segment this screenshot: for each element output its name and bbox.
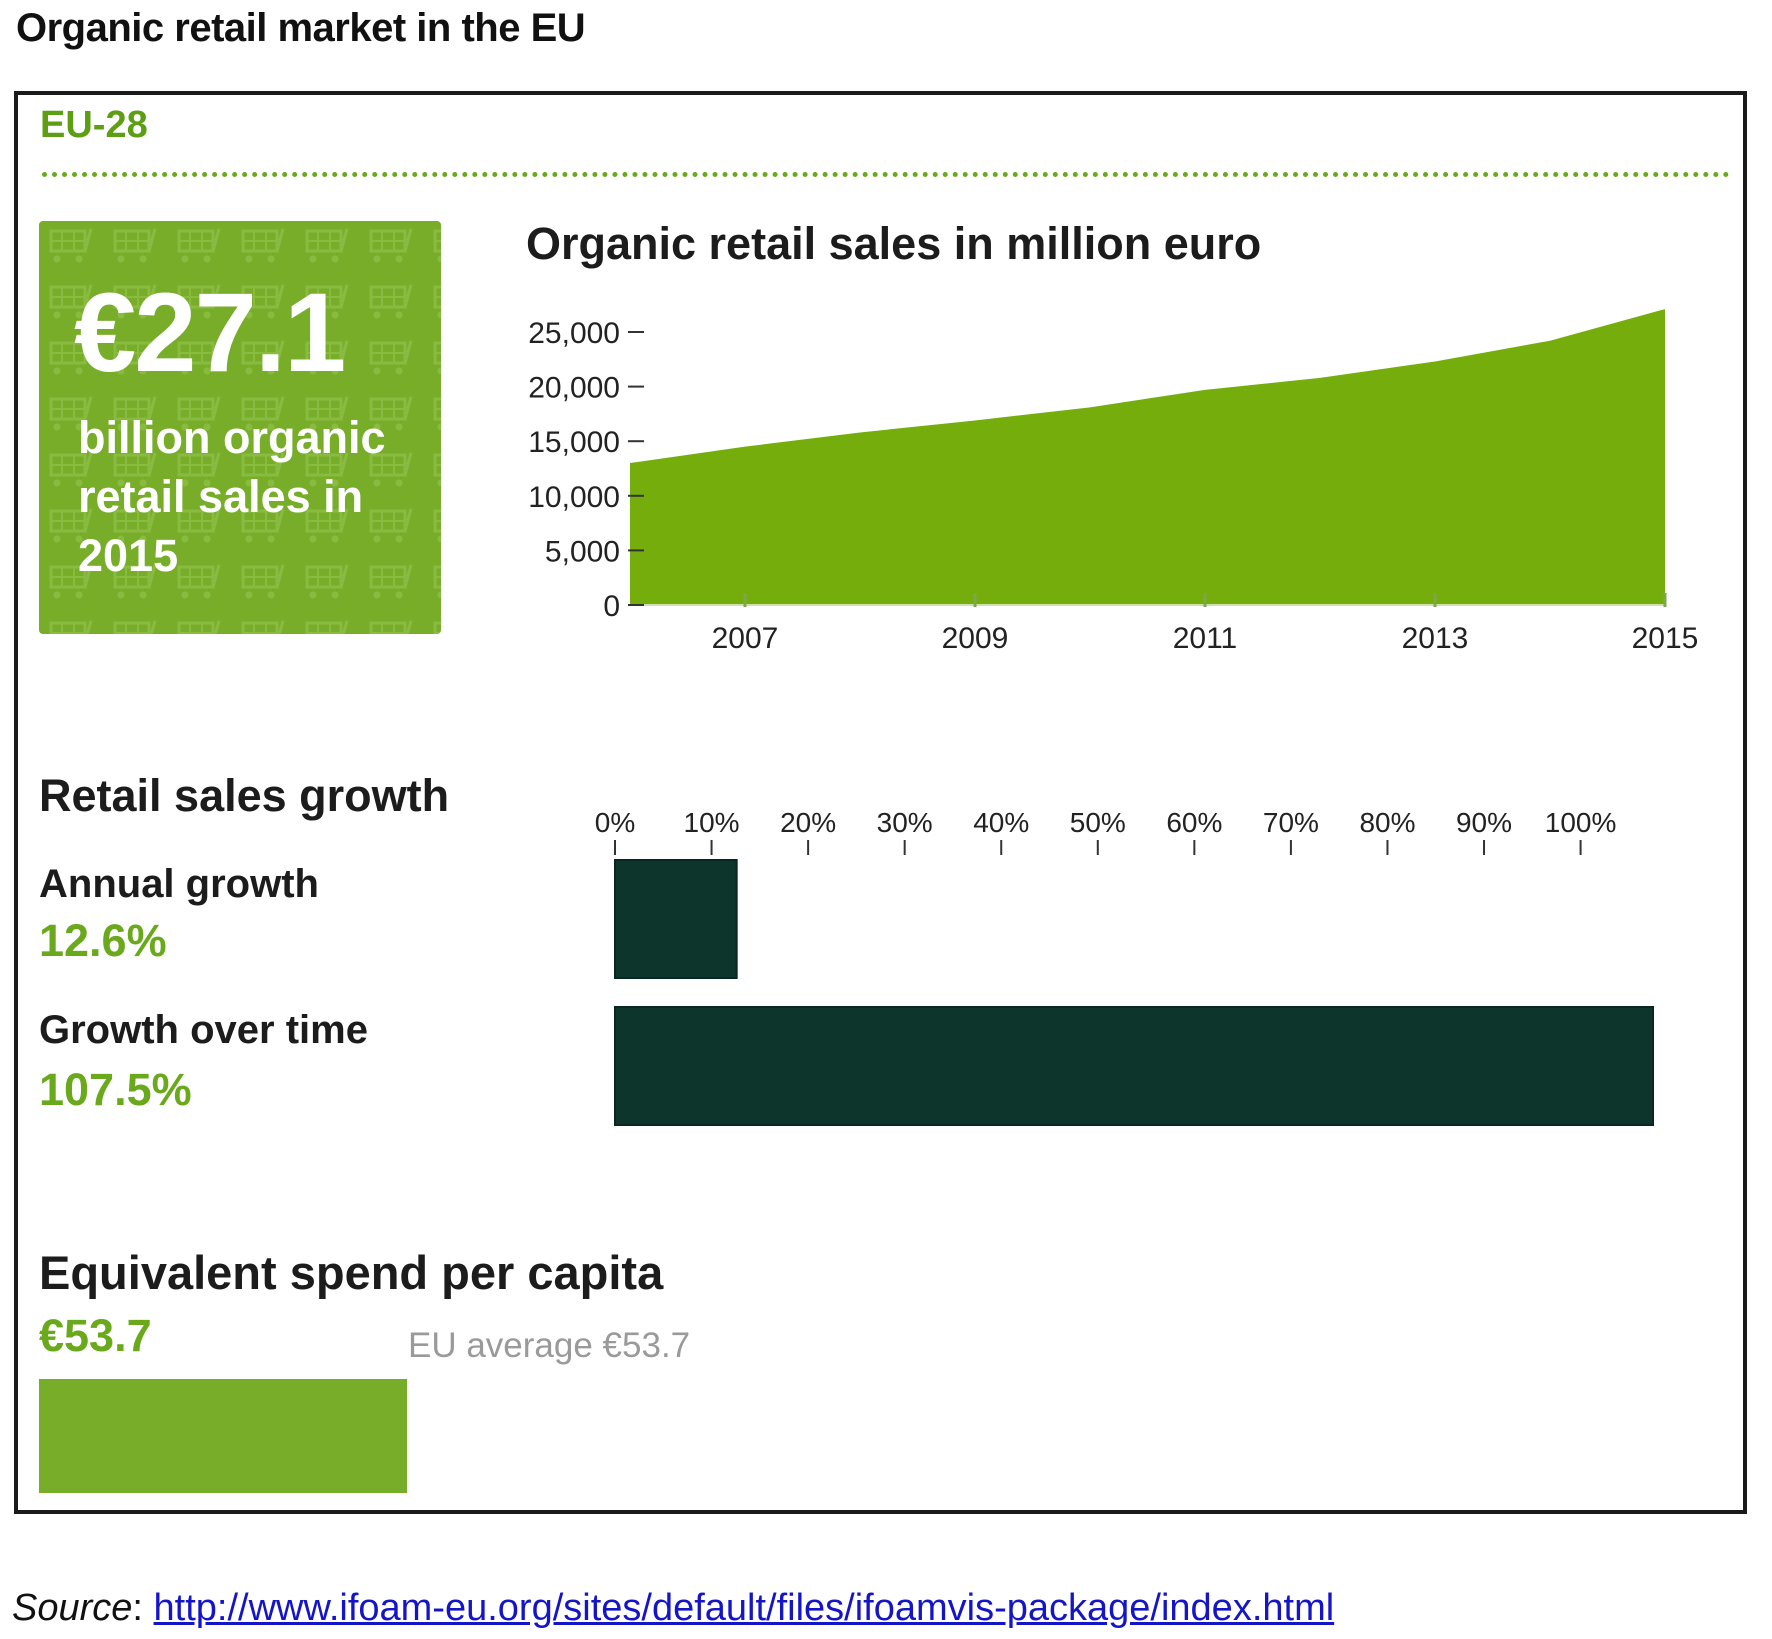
- source-line: Source: http://www.ifoam-eu.org/sites/de…: [12, 1587, 1335, 1629]
- cart-pattern: [39, 221, 441, 634]
- y-tick-label: 5,000: [545, 535, 620, 568]
- pct-tick-label: 10%: [684, 807, 740, 838]
- growth-bar: [614, 1006, 1654, 1126]
- annual-growth-value: 12.6%: [39, 915, 167, 966]
- pct-tick-label: 60%: [1166, 807, 1222, 838]
- y-tick-label: 10,000: [528, 481, 620, 514]
- x-tick-label: 2009: [942, 622, 1009, 655]
- kpi-value: €27.1: [74, 270, 346, 395]
- dotted-divider: [42, 172, 1730, 177]
- growth-bar-chart: 0% 10% 20% 30% 40% 50% 60% 70% 80% 90% 100%: [595, 807, 1654, 1126]
- spend-average-label: EU average €53.7: [408, 1326, 691, 1365]
- y-tick-label: 20,000: [528, 372, 620, 405]
- x-tick-label: 2015: [1632, 622, 1699, 655]
- pct-tick-label: 40%: [973, 807, 1029, 838]
- sales-area-chart: 0 5,000 10,000 15,000 20,000 25,000 2007 2009 20…: [528, 309, 1699, 655]
- spend-title: Equivalent spend per capita: [39, 1246, 664, 1299]
- x-tick-label: 2011: [1173, 622, 1238, 655]
- page-title: Organic retail market in the EU: [16, 6, 586, 50]
- spend-value: €53.7: [39, 1310, 152, 1361]
- x-tick-label: 2013: [1402, 622, 1469, 655]
- y-tick-label: 0: [603, 590, 620, 623]
- pct-tick-label: 30%: [877, 807, 933, 838]
- pct-tick-label: 100%: [1545, 807, 1617, 838]
- source-label: Source: [12, 1587, 133, 1629]
- growth-over-time-value: 107.5%: [39, 1064, 192, 1115]
- pct-tick-label: 50%: [1070, 807, 1126, 838]
- growth-bar: [614, 859, 738, 979]
- x-tick-label: 2007: [712, 622, 779, 655]
- kpi-label: billion organic retail sales in 2015: [78, 412, 386, 581]
- source-link[interactable]: http://www.ifoam-eu.org/sites/default/fi…: [153, 1587, 1335, 1629]
- pct-tick-label: 90%: [1456, 807, 1512, 838]
- kpi-box: [39, 221, 441, 634]
- y-tick-label: 15,000: [528, 426, 620, 459]
- pct-tick-label: 80%: [1359, 807, 1415, 838]
- pct-tick-label: 70%: [1263, 807, 1319, 838]
- pct-tick-label: 20%: [780, 807, 836, 838]
- region-label: EU-28: [40, 104, 148, 146]
- area-chart-title: Organic retail sales in million euro: [526, 218, 1262, 269]
- growth-title: Retail sales growth: [39, 770, 450, 821]
- pct-tick-label: 0%: [595, 807, 635, 838]
- annual-growth-label: Annual growth: [39, 862, 319, 906]
- spend-bar: [39, 1379, 407, 1493]
- growth-over-time-label: Growth over time: [39, 1008, 368, 1052]
- y-tick-label: 25,000: [528, 317, 620, 350]
- infographic-frame: [14, 91, 1747, 1514]
- sales-area: [630, 309, 1665, 605]
